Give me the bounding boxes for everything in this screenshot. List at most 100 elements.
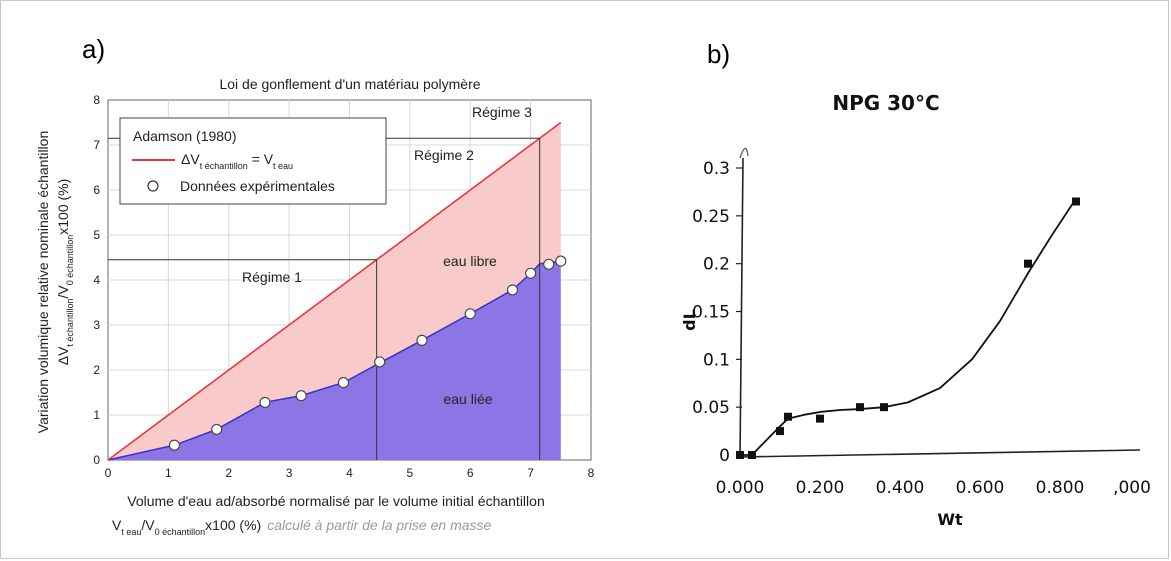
chart-b-data-point — [816, 414, 824, 423]
data-point — [464, 308, 476, 320]
data-point — [374, 356, 386, 368]
chart-b-ytick-label: 0.1 — [703, 350, 730, 370]
yl2-d: ΔV — [55, 346, 71, 365]
chart-a-ytick-label: 0 — [93, 453, 100, 467]
chart-a-legend: Adamson (1980) ΔVt échantillon = Vt eau … — [119, 117, 387, 205]
adamson-line — [107, 121, 562, 461]
yl2-sub2: 0 échantillon — [65, 235, 75, 286]
chart-b-data-point — [784, 412, 792, 421]
data-point — [168, 439, 180, 451]
chart-b-ytick-label: 0.15 — [692, 303, 730, 323]
chart-a-title: Loi de gonflement d'un matériau polymère — [219, 76, 480, 92]
chart-a-xtick-label: 6 — [467, 466, 474, 480]
legend-line-delta: ΔV — [181, 151, 200, 167]
chart-a-ytick-label: 4 — [93, 273, 100, 287]
chart-b-x-axis — [739, 449, 1141, 458]
chart-a-ytick-label: 3 — [93, 318, 100, 332]
data-point — [295, 390, 307, 402]
xl2-sub2: 0 échantillon — [155, 527, 206, 537]
chart-a-ytick-label: 2 — [93, 363, 100, 377]
yl2-sub1: t échantillon — [65, 299, 75, 347]
chart-a-ylabel-line2: ΔVt échantillon/V0 échantillonx100 (%) — [55, 179, 75, 366]
chart-b-data-point — [1072, 197, 1080, 206]
chart-a-xlabel-line2: Vt eau/V0 échantillonx100 (%) calculé à p… — [112, 517, 492, 537]
data-point — [506, 284, 519, 296]
chart-a-xtick-label: 4 — [346, 466, 353, 480]
data-point — [259, 396, 271, 408]
panel-a-label: a) — [82, 34, 105, 64]
chart-a-xtick-label: 7 — [527, 466, 534, 480]
chart-a-ytick-label: 1 — [93, 408, 100, 422]
xl2-v: V — [112, 517, 122, 533]
panel-b-label: b) — [707, 39, 730, 69]
chart-a-xtick-label: 0 — [105, 466, 112, 480]
legend-line-label: ΔVt échantillon = Vt eau — [181, 151, 293, 171]
chart-b-ticks: 0 0.05 0.1 0.15 0.2 0.25 0.3 0.000 0.200 0.400 0.6… — [692, 159, 1151, 498]
chart-b-ytick-label: 0 — [719, 446, 730, 466]
chart-b-data-point — [776, 427, 784, 436]
chart-b-xtick-label: ,000 — [1113, 478, 1151, 498]
xl2-tail: x100 (%) — [205, 517, 261, 533]
data-point — [337, 377, 350, 389]
xl2-sub1: t eau — [121, 527, 141, 537]
chart-b-axis-curl — [739, 147, 749, 159]
legend-title: Adamson (1980) — [133, 128, 237, 144]
region-bound-label: eau liée — [443, 391, 492, 407]
regime-2-label: Régime 2 — [414, 147, 474, 163]
chart-b-data-point — [748, 451, 756, 459]
legend-line-sub-a: t échantillon — [200, 161, 248, 171]
legend-points-label: Données expérimentales — [180, 178, 335, 194]
data-point — [555, 255, 567, 267]
chart-b-marks — [736, 147, 1141, 459]
chart-b-xlabel: Wt — [937, 510, 963, 529]
chart-b-ytick-label: 0.3 — [703, 159, 730, 179]
chart-b-xtick-label: 0.800 — [1036, 478, 1085, 498]
chart-a-xtick-label: 8 — [588, 466, 595, 480]
chart-b-ytick-label: 0.25 — [692, 207, 730, 227]
regime-3-label: Régime 3 — [472, 104, 532, 120]
data-point — [543, 258, 555, 270]
data-point — [416, 334, 428, 346]
xl2-slash: /V — [141, 517, 155, 533]
chart-b-data-point — [1024, 259, 1032, 268]
chart-a-xtick-label: 1 — [165, 466, 172, 480]
chart-b-ytick-label: 0.2 — [703, 255, 730, 275]
xl2-note: calculé à partir de la prise en masse — [267, 517, 491, 533]
chart-b-ytick-label: 0.05 — [692, 398, 730, 418]
chart-a-ylabel: Variation volumique relative nominale éc… — [35, 131, 51, 433]
chart-a-ytick-label: 8 — [93, 93, 100, 107]
chart-b-data-point — [736, 451, 744, 459]
chart-a-xtick-label: 5 — [407, 466, 414, 480]
chart-a-marks — [107, 121, 567, 461]
data-point — [525, 267, 537, 279]
data-point — [211, 423, 223, 435]
chart-b-xtick-label: 0.000 — [716, 478, 765, 498]
chart-b-title: NPG 30°C — [832, 91, 939, 115]
chart-b-xtick-label: 0.400 — [876, 478, 925, 498]
chart-a-ytick-label: 7 — [93, 138, 100, 152]
chart-b-data-point — [856, 403, 864, 412]
chart-a-xtick-label: 2 — [225, 466, 232, 480]
legend-point-swatch — [147, 180, 159, 192]
chart-a-ytick-label: 5 — [93, 228, 100, 242]
region-free-label: eau libre — [443, 253, 497, 269]
chart-b-ylabel: dL — [680, 309, 699, 331]
chart-b: 0 0.05 0.1 0.15 0.2 0.25 0.3 0.000 0.200 0.400 0.6… — [680, 91, 1151, 529]
fit-curve-line — [107, 260, 561, 461]
yl2-tail: x100 (%) — [55, 179, 71, 235]
chart-b-y-axis — [739, 157, 744, 458]
yl2-slash: /V — [55, 285, 71, 299]
chart-b-data-point — [880, 403, 888, 412]
chart-a-xlabel: Volume d'eau ad/absorbé normalisé par le… — [127, 493, 544, 509]
chart-a: 0 1 2 3 4 5 6 7 8 0 1 2 3 4 5 6 7 8 Loi de gonflement d'u… — [35, 76, 595, 537]
chart-b-xtick-label: 0.200 — [796, 478, 845, 498]
chart-b-xtick-label: 0.600 — [956, 478, 1005, 498]
chart-a-ytick-label: 6 — [93, 183, 100, 197]
region-bound-fill — [108, 261, 561, 460]
legend-line-sub-b: t eau — [273, 161, 293, 171]
legend-line-eq: = V — [248, 151, 274, 167]
chart-a-xtick-label: 3 — [286, 466, 293, 480]
regime-1-label: Régime 1 — [242, 269, 302, 285]
